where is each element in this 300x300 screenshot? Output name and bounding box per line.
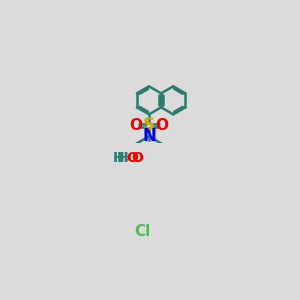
Text: H: H — [117, 152, 128, 165]
Text: S: S — [143, 116, 155, 134]
Text: O: O — [126, 152, 138, 165]
Text: O: O — [131, 151, 143, 165]
Text: -: - — [124, 149, 130, 167]
Text: O: O — [155, 118, 169, 133]
Text: -: - — [125, 151, 130, 165]
Text: N: N — [142, 128, 156, 146]
Text: Cl: Cl — [134, 224, 151, 239]
Text: H: H — [112, 151, 124, 165]
Text: O: O — [130, 118, 142, 133]
